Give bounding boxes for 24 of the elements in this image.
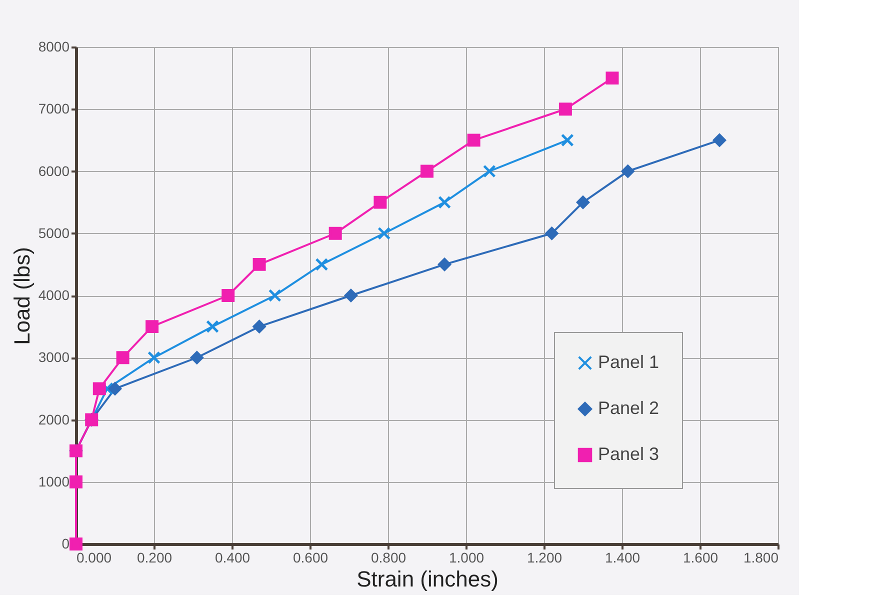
y-tick-label: 8000 <box>38 38 70 54</box>
x-tick-label: 1.600 <box>682 550 718 566</box>
x-tick-label: 0.200 <box>136 550 172 566</box>
y-tick-label: 6000 <box>38 162 70 179</box>
y-tick-label: 7000 <box>38 100 70 117</box>
legend-label: Panel 2 <box>598 398 660 418</box>
y-tick-label: 5000 <box>38 224 70 241</box>
x-axis-title: Strain (inches) <box>356 566 498 592</box>
x-tick-label: 1.000 <box>448 550 484 566</box>
x-tick-label: 1.800 <box>743 550 779 566</box>
x-tick-label: 1.200 <box>526 550 562 566</box>
x-tick-label: 0.800 <box>370 550 406 566</box>
x-tick-label: 0.600 <box>292 550 328 566</box>
x-tick-label: 0.400 <box>214 550 250 566</box>
y-tick-label: 0 <box>62 536 70 552</box>
legend-label: Panel 1 <box>598 352 660 372</box>
x-tick-label: 0.000 <box>76 550 112 566</box>
legend-label: Panel 3 <box>598 444 660 464</box>
y-axis-title: Load (lbs) <box>9 247 34 345</box>
y-tick-label: 4000 <box>38 287 70 303</box>
y-tick-label: 2000 <box>38 411 70 428</box>
y-tick-label: 1000 <box>38 473 70 490</box>
x-tick-label: 1.400 <box>604 550 640 566</box>
y-tick-label: 3000 <box>38 349 70 366</box>
